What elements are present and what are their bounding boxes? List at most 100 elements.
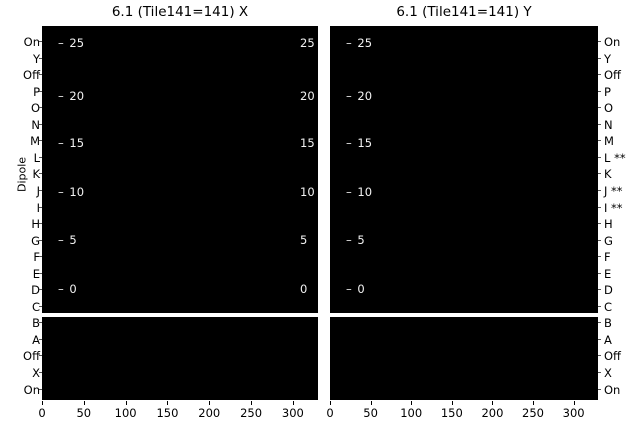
tick-dash-icon: – [346,136,358,150]
left-x-tick-label: 300 [281,406,304,420]
y-tick-mark [598,41,601,42]
x-tick-mark [452,401,453,405]
y-tick-mark [39,123,42,125]
right-category-tick-label: P [604,84,611,99]
y-tick-mark [598,173,601,175]
y-tick-mark [598,206,601,208]
left-panel-lower-image[interactable] [42,317,318,400]
left-category-tick-label: O [30,101,40,116]
y-tick-mark [39,305,42,307]
right-category-tick-label: J ** [604,183,623,198]
right-category-tick-label: Off [604,349,621,364]
tick-dash-icon: – [346,185,358,199]
left-category-tick-label: D [31,283,40,298]
left-category-tick-label: L [33,150,40,165]
right-category-tick-label: On [604,35,621,49]
right-category-tick-label: L ** [604,150,626,165]
right-panel-row-annotation: – 25 [346,36,373,50]
y-tick-mark [39,239,42,241]
y-tick-mark [39,355,42,357]
y-tick-mark [598,239,601,241]
right-category-tick-label: X [604,366,612,380]
y-tick-mark [598,223,601,225]
right-category-tick-label: Off [604,68,621,83]
left-category-tick-label: J [36,183,40,198]
left-category-tick-label: K [32,167,40,182]
x-tick-mark [251,401,252,405]
y-tick-mark [39,272,42,274]
x-tick-mark [371,401,372,405]
left-category-tick-label: N [31,117,40,132]
left-category-tick-label: H [31,217,40,232]
left-category-tick-label: F [33,250,40,265]
left-panel-main-image[interactable] [42,26,318,313]
left-panel-row-annotation: – 5 [58,233,77,247]
y-tick-mark [598,123,601,125]
right-panel-main-image[interactable] [330,26,598,313]
y-tick-mark [598,107,601,109]
left-category-tick-label: Off [23,68,40,83]
y-tick-mark [598,57,601,59]
right-x-tick-label: 0 [326,406,334,420]
right-x-tick-label: 250 [522,406,544,420]
y-tick-mark [39,74,42,76]
right-category-tick-label: N [604,117,613,132]
y-tick-mark [39,90,42,92]
y-tick-mark [598,289,601,291]
right-category-tick-label: H [604,217,613,232]
y-tick-mark [39,173,42,175]
right-x-tick-label: 300 [562,406,585,420]
y-tick-mark [39,206,42,208]
left-x-tick-label: 150 [156,406,179,420]
left-panel-row-annotation-clipped: 15 [300,137,315,149]
left-category-tick-label: Off [23,349,40,364]
y-tick-mark [598,90,601,92]
left-category-tick-label: C [31,299,40,314]
tick-dash-icon: – [58,233,70,247]
left-panel-row-annotation-clipped: 0 [300,283,308,295]
left-category-tick-label: M [30,134,40,149]
y-tick-mark [39,57,42,59]
y-tick-mark [39,256,42,258]
left-x-tick-label: 100 [114,406,137,420]
right-category-tick-label: E [604,266,612,281]
tick-dash-icon: – [58,185,70,199]
x-tick-mark [574,401,575,405]
left-category-tick-label: X [32,366,40,380]
left-panel-row-annotation-clipped: 10 [300,186,315,198]
right-panel-row-annotation: – 20 [346,89,373,103]
right-category-tick-label: O [604,101,614,116]
y-tick-mark [39,372,42,373]
right-category-tick-label: D [604,283,613,298]
tick-dash-icon: – [346,233,358,247]
x-tick-mark [330,401,331,405]
left-panel-row-annotation: – 10 [58,185,85,199]
right-x-tick-label: 150 [440,406,463,420]
x-tick-mark [492,401,493,405]
x-tick-mark [84,401,85,405]
left-x-tick-label: 0 [38,406,46,420]
left-panel-row-annotation-clipped: 20 [300,90,315,102]
left-panel-row-annotation: – 20 [58,89,85,103]
right-x-tick-label: 50 [363,406,378,420]
tick-dash-icon: – [346,89,358,103]
right-panel-title: 6.1 (Tile141=141) Y [396,4,532,20]
right-x-tick-label: 100 [400,406,423,420]
right-panel-row-annotation: – 10 [346,185,373,199]
right-panel-lower-image[interactable] [330,317,598,400]
y-tick-mark [39,189,42,191]
right-category-tick-label: Y [604,51,612,66]
x-tick-mark [167,401,168,405]
left-category-tick-label: E [32,266,40,281]
y-tick-mark [598,74,601,76]
y-tick-mark [598,372,601,373]
x-tick-mark [411,401,412,405]
y-tick-mark [598,338,601,340]
y-tick-mark [598,322,601,324]
y-tick-mark [39,322,42,324]
right-category-tick-label: On [604,382,621,397]
left-category-tick-label: G [31,233,40,248]
x-tick-mark [293,401,294,405]
right-x-tick-label: 200 [481,406,504,420]
left-category-tick-label: B [32,316,40,331]
